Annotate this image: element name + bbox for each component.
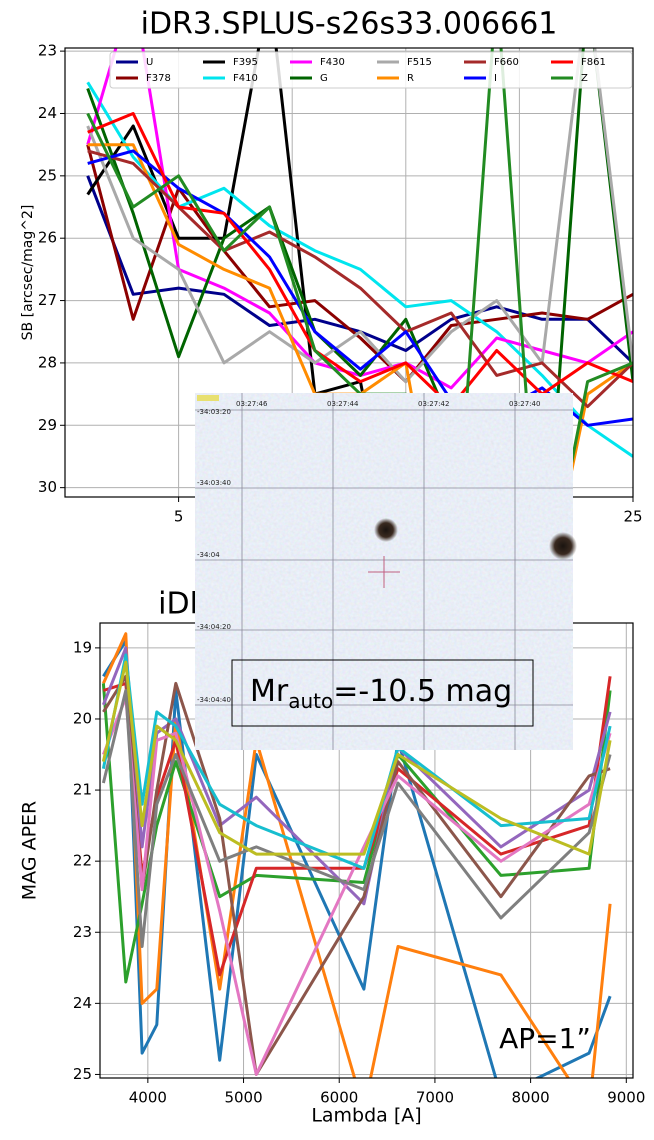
y-tick-label: 27: [38, 291, 57, 309]
y-tick-label: 20: [73, 709, 92, 727]
ra-label: 03:27:46: [236, 400, 268, 408]
x-tick-label: 7000: [416, 1089, 454, 1107]
dec-label: -34:04:40: [197, 696, 231, 704]
y-axis-label: SB [arcsec/mag^2]: [20, 205, 36, 341]
x-tick-label: 5000: [224, 1089, 262, 1107]
y-tick-label: 21: [73, 781, 92, 799]
y-tick-label: 23: [73, 923, 92, 941]
legend-label: F515: [407, 57, 432, 68]
dec-label: -34:04: [197, 551, 220, 559]
x-tick-label: 6000: [320, 1089, 358, 1107]
crosshair: [368, 556, 400, 588]
legend-label: F395: [233, 57, 258, 68]
dec-label: -34:04:20: [197, 623, 231, 631]
x-tick-label: 25: [623, 508, 642, 526]
x-tick-label: 4000: [129, 1089, 167, 1107]
y-tick-label: 23: [38, 42, 57, 60]
magnitude-name: Mr: [250, 674, 289, 709]
dec-label: -34:03:20: [197, 408, 231, 416]
x-tick-label: 9000: [607, 1089, 645, 1107]
y-tick-label: 29: [38, 416, 57, 434]
legend-label: F660: [494, 57, 519, 68]
series-line: [101, 660, 612, 856]
magnitude-subscript: auto: [288, 689, 333, 713]
series-line: [87, 149, 633, 427]
y-tick-label: 19: [73, 638, 92, 656]
image-grid: [195, 393, 573, 750]
series-line: [101, 689, 612, 948]
legend-label: F378: [146, 73, 171, 84]
y-tick-label: 28: [38, 353, 57, 371]
y-tick-label: 25: [38, 166, 57, 184]
sky-image: 03:27:46 03:27:44 03:27:42 03:27:40 -34:…: [195, 393, 577, 750]
y-tick-label: 24: [38, 104, 57, 122]
legend-label: I: [494, 73, 497, 84]
legend-label: F430: [320, 57, 345, 68]
ra-label: 03:27:40: [509, 400, 540, 408]
image-tag: [197, 395, 219, 401]
legend-label: Z: [581, 73, 588, 84]
series-line: [102, 632, 612, 1078]
ra-label: 03:27:42: [418, 400, 449, 408]
y-tick-label: 24: [73, 994, 92, 1012]
magnitude-label: Mrauto=-10.5 mag: [250, 674, 512, 713]
source-blob: [549, 532, 577, 560]
x-tick-label: 8000: [512, 1089, 550, 1107]
series-line: [86, 48, 633, 497]
source-blob: [374, 518, 398, 542]
magnitude-value: =-10.5 mag: [333, 674, 512, 709]
y-axis-label: MAG APER: [19, 801, 41, 900]
chart-title: iDR3.SPLUS-s26s33.006661: [141, 7, 558, 42]
legend-label: F861: [581, 57, 606, 68]
y-tick-label: 22: [73, 852, 92, 870]
legend-box: [109, 51, 633, 89]
legend-label: R: [407, 73, 414, 84]
legend-label: U: [146, 57, 153, 68]
y-tick-label: 26: [38, 229, 57, 247]
x-axis-label: Lambda [A]: [311, 1105, 421, 1127]
series-line: [102, 696, 612, 1076]
x-tick-label: 5: [174, 508, 184, 526]
magnitude-box: [231, 659, 534, 727]
series-line: [102, 646, 612, 906]
plot-lines: [101, 632, 612, 1078]
legend-label: F410: [233, 73, 258, 84]
ra-label: 03:27:44: [327, 400, 359, 408]
y-tick-label: 30: [38, 478, 57, 496]
dec-label: -34:03:40: [197, 479, 231, 487]
annotation: AP=1”: [499, 1022, 591, 1055]
series-line: [102, 639, 612, 1078]
y-tick-label: 25: [73, 1065, 92, 1083]
legend-label: G: [320, 73, 328, 84]
